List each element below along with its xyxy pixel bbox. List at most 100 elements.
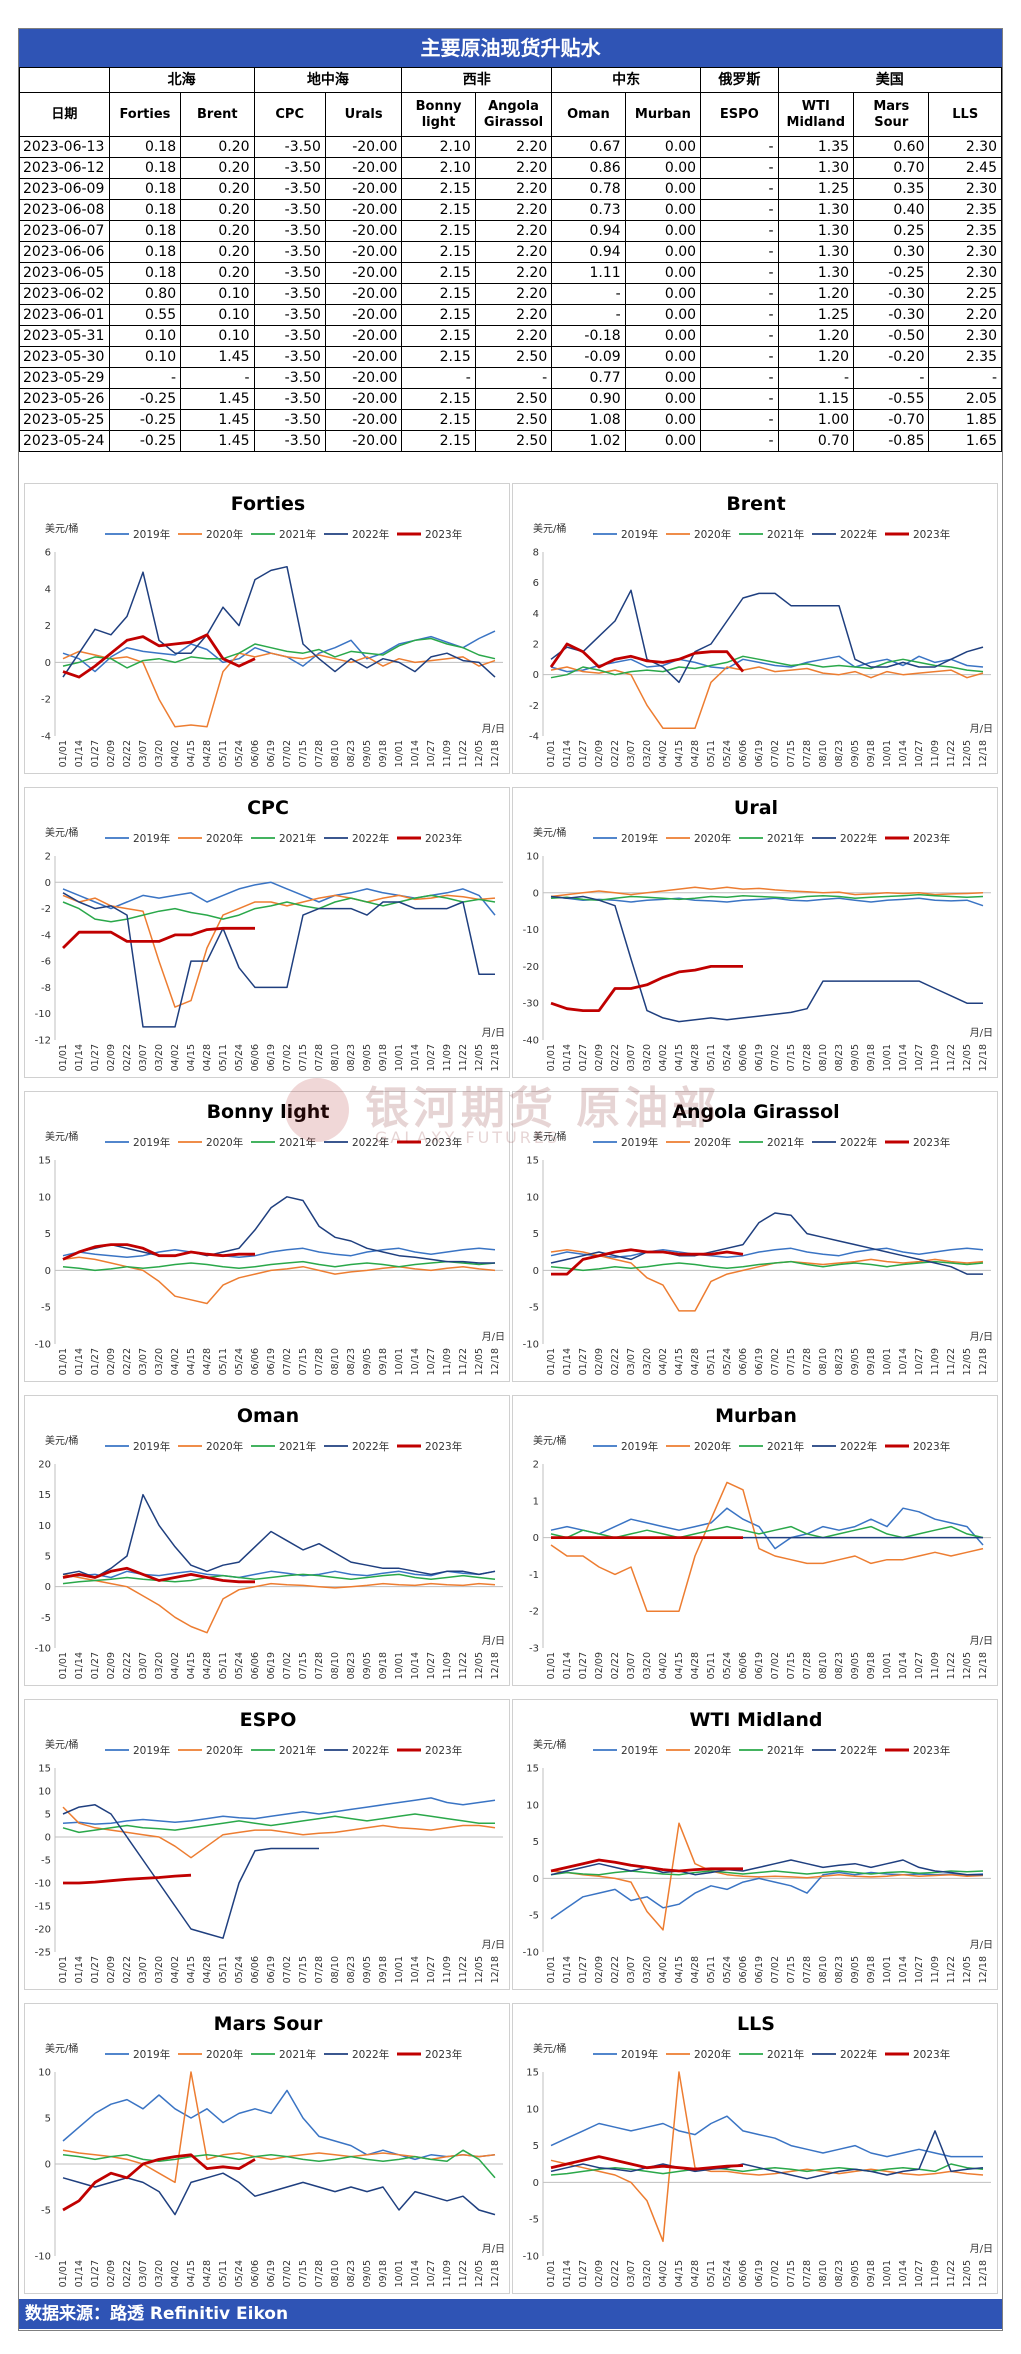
value-cell: 0.18 <box>108 199 182 221</box>
spread-table: 北海 地中海 西非 中东 俄罗斯 美国 日期 Forties Brent CPC Urals Bonn… <box>19 67 1003 452</box>
x-tick-label: 05/24 <box>234 1652 245 1679</box>
column-header: WTI Midland <box>777 92 855 137</box>
x-axis-label: 月/日 <box>482 723 505 735</box>
y-tick-label: 10 <box>526 852 539 863</box>
x-tick-label: 09/05 <box>362 1956 373 1983</box>
value-cell: - <box>700 304 779 326</box>
legend-entry: 2019年 <box>621 2048 658 2061</box>
date-cell: 2023-05-26 <box>19 388 110 410</box>
y-tick-label: -4 <box>41 930 51 941</box>
value-cell: 0.18 <box>108 157 182 179</box>
value-cell: 2.10 <box>401 157 476 179</box>
value-cell: -0.30 <box>853 283 930 305</box>
x-tick-label: 09/05 <box>362 740 373 767</box>
x-tick-label: 08/10 <box>818 1348 829 1375</box>
x-tick-label: 10/27 <box>914 1348 925 1375</box>
x-tick-label: 12/18 <box>490 1956 501 1983</box>
x-tick-label: 05/24 <box>234 1348 245 1375</box>
series-line-2019 <box>62 1797 496 1825</box>
x-tick-label: 08/10 <box>330 1652 341 1679</box>
report-frame <box>18 28 1003 2331</box>
value-cell: 2.20 <box>474 220 553 242</box>
series-line-2022 <box>550 895 983 1023</box>
x-tick-label: 06/06 <box>738 1348 749 1375</box>
x-tick-label: 03/20 <box>154 2260 165 2287</box>
y-axis-label: 美元/桶 <box>45 1434 78 1447</box>
x-tick-label: 07/15 <box>786 740 797 767</box>
x-tick-label: 03/07 <box>626 1348 637 1375</box>
x-tick-label: 05/11 <box>218 2260 229 2287</box>
x-tick-label: 02/22 <box>610 1956 621 1983</box>
x-tick-label: 09/05 <box>850 1652 861 1679</box>
x-tick-label: 12/05 <box>474 1652 485 1679</box>
y-tick-label: -5 <box>529 2215 539 2226</box>
x-tick-label: 09/05 <box>850 1348 861 1375</box>
value-cell: 2.20 <box>474 241 553 263</box>
series-line-2020 <box>62 650 496 728</box>
x-tick-label: 02/22 <box>122 2260 133 2287</box>
x-tick-label: 12/18 <box>490 1044 501 1071</box>
y-axis-label: 美元/桶 <box>533 522 566 535</box>
series-line-2020 <box>62 1256 496 1305</box>
x-tick-label: 06/06 <box>250 2260 261 2287</box>
value-cell: - <box>853 367 930 389</box>
legend-entry: 2020年 <box>206 2048 243 2061</box>
series-line-2023 <box>549 642 745 673</box>
x-tick-label: 05/11 <box>706 1956 717 1983</box>
x-axis-label: 月/日 <box>970 1939 993 1951</box>
x-tick-label: 09/18 <box>378 1348 389 1375</box>
legend-entry: 2021年 <box>767 528 804 541</box>
value-cell: 0.00 <box>624 178 702 200</box>
x-tick-label: 10/27 <box>426 1956 437 1983</box>
table-row: 2023-05-31 0.10 0.10 -3.50 -20.00 2.15 2.20 -0.… <box>19 325 1002 347</box>
x-tick-label: 05/11 <box>706 1044 717 1071</box>
x-tick-label: 04/28 <box>690 1348 701 1375</box>
x-tick-label: 11/09 <box>442 1652 453 1679</box>
y-tick-label: 15 <box>526 2068 539 2079</box>
value-cell: 0.86 <box>551 157 626 179</box>
x-tick-label: 12/05 <box>474 740 485 767</box>
chart-title: Oman <box>237 1405 299 1427</box>
column-header: Brent <box>180 92 255 137</box>
x-tick-label: 06/06 <box>738 1956 749 1983</box>
legend-entry: 2019年 <box>133 1136 170 1149</box>
value-cell: 2.20 <box>474 136 553 158</box>
x-tick-label: 08/10 <box>330 740 341 767</box>
value-cell: -3.50 <box>253 388 326 410</box>
x-tick-label: 06/19 <box>754 1652 765 1679</box>
value-cell: 0.18 <box>108 241 182 263</box>
x-tick-label: 07/28 <box>802 1044 813 1071</box>
x-tick-label: 03/07 <box>626 1652 637 1679</box>
legend-entry: 2021年 <box>279 1440 316 1453</box>
series-line-2021 <box>550 893 984 901</box>
x-tick-label: 11/09 <box>930 1652 941 1679</box>
chart-title: ESPO <box>240 1709 297 1731</box>
y-tick-label: 15 <box>38 1156 51 1167</box>
chart-svg: CPC 美元/桶月/日 2019年 2020年 2021年 2022年 2023年 -12 -1… <box>35 797 505 1071</box>
y-tick-label: 15 <box>38 1490 51 1501</box>
value-cell: 0.78 <box>551 178 626 200</box>
x-tick-label: 04/28 <box>202 2260 213 2287</box>
x-tick-label: 02/09 <box>106 1044 117 1071</box>
series-line-2020 <box>550 2071 984 2243</box>
x-tick-label: 07/15 <box>298 2260 309 2287</box>
x-tick-label: 10/01 <box>394 1956 405 1983</box>
date-cell: 2023-06-13 <box>19 136 110 158</box>
x-tick-label: 07/02 <box>770 1348 781 1375</box>
x-tick-label: 02/22 <box>122 1044 133 1071</box>
y-axis-label: 美元/桶 <box>533 1738 566 1751</box>
x-tick-label: 09/05 <box>362 1044 373 1071</box>
x-tick-label: 05/24 <box>234 2260 245 2287</box>
value-cell: 0.35 <box>853 178 930 200</box>
x-tick-label: 03/07 <box>138 740 149 767</box>
x-tick-label: 02/09 <box>594 1956 605 1983</box>
chart-panel-bonny-light: Bonny light 美元/桶 月/日 2019年 2020年 2021年 2022年 20… <box>24 1091 510 1382</box>
series-line-2022 <box>62 2172 496 2216</box>
x-axis-label: 月/日 <box>482 1939 505 1951</box>
legend-entry: 2022年 <box>840 1440 877 1453</box>
x-tick-label: 05/11 <box>218 1956 229 1983</box>
x-tick-label: 10/27 <box>426 740 437 767</box>
y-tick-label: 20 <box>38 1460 51 1471</box>
x-tick-label: 03/20 <box>642 1652 653 1679</box>
y-tick-label: 5 <box>45 1552 51 1563</box>
